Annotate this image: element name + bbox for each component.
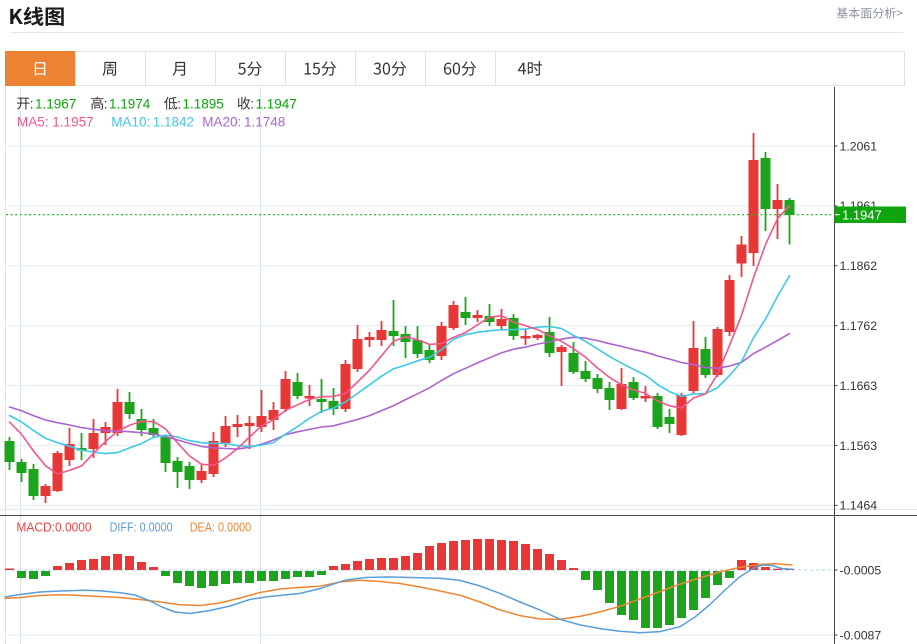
svg-text:1.1762: 1.1762 [840,319,878,333]
svg-text:1.1663: 1.1663 [840,379,878,393]
svg-text:-0.0005: -0.0005 [840,563,882,577]
svg-text:MA10:: MA10: [111,115,150,130]
svg-text:1.1895: 1.1895 [183,97,224,112]
svg-text:1.1967: 1.1967 [35,97,76,112]
svg-text::: : [104,97,108,112]
svg-text:1.1947: 1.1947 [256,97,297,112]
svg-text:DEA: 0.0000: DEA: 0.0000 [190,519,252,534]
svg-text::: : [250,97,254,112]
svg-text:1.1957: 1.1957 [52,115,93,130]
svg-text::: : [177,97,181,112]
svg-text:1.1842: 1.1842 [153,115,194,130]
svg-text:1.1464: 1.1464 [840,499,878,513]
svg-text:1.1947: 1.1947 [842,207,882,222]
svg-text:1.1862: 1.1862 [840,259,878,273]
svg-text:MA5:: MA5: [17,115,49,130]
svg-text:-0.0087: -0.0087 [840,628,882,642]
svg-text:MACD:0.0000: MACD:0.0000 [16,519,91,534]
svg-text::: : [30,97,34,112]
svg-text:1.1563: 1.1563 [840,439,878,453]
svg-text:MA20:: MA20: [202,115,241,130]
svg-text:DIFF: 0.0000: DIFF: 0.0000 [110,519,173,534]
svg-text:1.1974: 1.1974 [109,97,151,112]
svg-text:1.2061: 1.2061 [840,139,878,153]
svg-text:1.1748: 1.1748 [244,115,285,130]
